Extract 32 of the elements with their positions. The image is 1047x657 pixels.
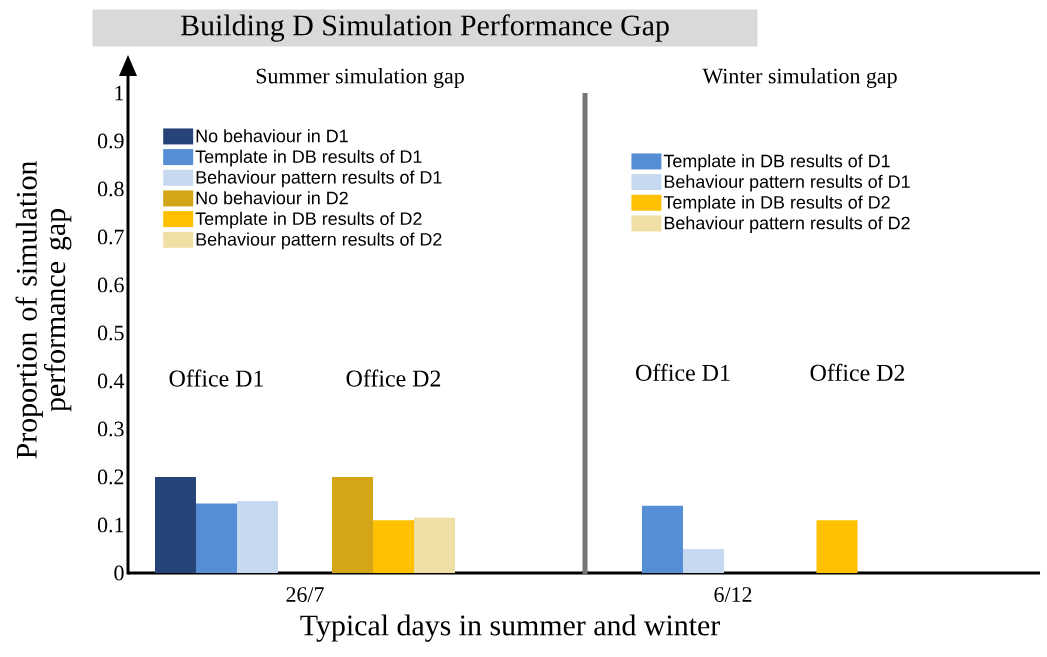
y-tick-label: 0: [114, 565, 124, 581]
legend-label: Template in DB results of D2: [663, 195, 890, 213]
y-tick-label: 0.7: [97, 229, 124, 245]
y-tick-label: 0.5: [97, 325, 124, 341]
y-tick-label: 0.3: [97, 421, 124, 437]
y-tick-label: 0.4: [97, 373, 125, 389]
y-tick-label: 0.6: [97, 277, 124, 293]
legend-label: Behaviour pattern results of D1: [664, 174, 910, 192]
x-tick-label: Office D1: [636, 363, 730, 381]
legend-label: Behaviour pattern results of D2: [664, 216, 910, 233]
chart-title: Building D Simulation Performance Gap: [180, 14, 669, 42]
x-axis-title: Typical days in summer and winter: [300, 614, 720, 642]
y-tick-label: 0.8: [97, 181, 124, 197]
legend-label: No behaviour in D2: [196, 191, 348, 205]
text: 26/7: [286, 587, 324, 602]
legend-label: Template in DB results of D1: [195, 149, 422, 167]
x-tick-label: Office D2: [810, 363, 905, 381]
chart-title: Winter simulation gap: [702, 68, 897, 88]
x-tick-label: Office D1: [169, 369, 263, 387]
chart-subtitle: Summer simulation gap: [256, 68, 464, 88]
legend-label: Behaviour pattern results of D2: [196, 232, 442, 250]
legend-label: Template in DB results of D1: [663, 154, 890, 171]
y-tick-label: 0.2: [97, 469, 124, 485]
text: 6/12: [714, 587, 752, 602]
legend-label: No behaviour in D1: [196, 129, 348, 143]
y-tick-label: 1: [115, 85, 124, 101]
legend-label: Template in DB results of D2: [195, 211, 422, 229]
y-axis-title: Proportion of simulation performance gap: [15, 160, 72, 459]
y-tick-label: 0.9: [97, 133, 124, 149]
legend-label: Behaviour pattern results of D1: [196, 170, 442, 188]
y-tick-label: 0.1: [97, 517, 124, 533]
x-tick-label: Office D2: [346, 369, 441, 387]
